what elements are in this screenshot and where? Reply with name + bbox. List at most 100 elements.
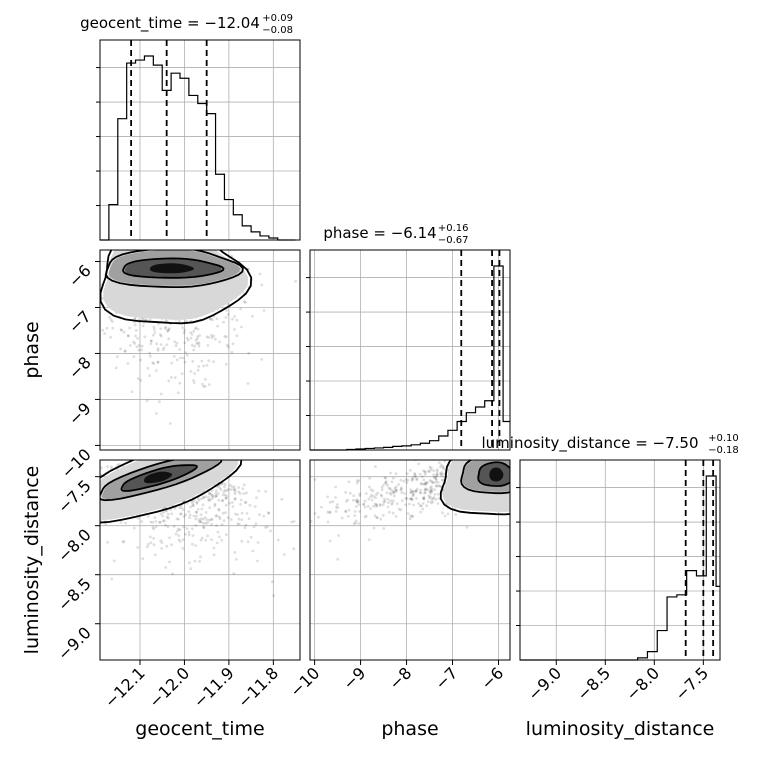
- sample-point: [185, 336, 189, 340]
- contour-line-1: [100, 460, 223, 502]
- sample-point: [424, 487, 428, 490]
- sample-point: [434, 475, 437, 479]
- sample-point: [440, 471, 444, 474]
- sample-point: [382, 500, 386, 504]
- sample-point: [205, 363, 209, 367]
- sample-point: [362, 503, 366, 506]
- sample-point: [136, 516, 140, 520]
- panel-frame: [309, 249, 511, 451]
- panel-frame: [309, 459, 511, 661]
- sample-point: [225, 343, 229, 347]
- sample-point: [216, 324, 220, 328]
- sample-point: [224, 566, 227, 569]
- sample-point: [117, 463, 121, 466]
- sample-point: [195, 500, 199, 504]
- sample-point: [97, 463, 100, 466]
- sample-point: [247, 351, 251, 355]
- sample-point: [302, 494, 305, 497]
- sample-point: [423, 470, 427, 474]
- sample-point: [192, 348, 196, 352]
- sample-point: [378, 503, 382, 506]
- sample-point: [175, 358, 179, 362]
- sample-point: [390, 489, 393, 492]
- sample-point: [224, 511, 227, 514]
- sample-point: [426, 500, 430, 504]
- sample-point: [362, 502, 366, 506]
- sample-point: [233, 490, 237, 493]
- sample-point: [375, 503, 379, 507]
- panels-layer: −12.1−12.0−11.9−11.8 −10 −9 −8 −7 −6 −9.0 −8.5−…: [54, 39, 721, 711]
- title-plus-geocent-time: +0.09: [262, 13, 293, 24]
- sample-point: [412, 503, 415, 507]
- sample-point: [357, 522, 361, 525]
- sample-point: [128, 326, 132, 330]
- sample-point: [366, 504, 370, 508]
- sample-point: [202, 495, 206, 499]
- sample-point: [410, 498, 414, 502]
- xtick-label-phase: −6: [477, 663, 507, 693]
- sample-point: [205, 518, 209, 522]
- sample-point: [432, 496, 436, 499]
- sample-point: [434, 484, 438, 488]
- sample-point: [313, 478, 317, 481]
- sample-point: [161, 348, 165, 351]
- sample-point: [93, 481, 96, 484]
- sample-point: [236, 513, 240, 516]
- sample-point: [368, 485, 371, 489]
- density-level-3: [144, 471, 173, 484]
- sample-point: [91, 505, 94, 508]
- sample-point: [154, 369, 158, 373]
- sample-point: [192, 499, 196, 502]
- sample-point: [427, 494, 431, 498]
- sample-point: [231, 317, 234, 321]
- sample-point: [174, 532, 178, 536]
- sample-point: [172, 525, 176, 528]
- sample-point: [109, 335, 112, 339]
- sample-point: [174, 344, 178, 348]
- sample-point: [237, 517, 241, 521]
- sample-point: [414, 489, 418, 493]
- sample-point: [240, 518, 244, 522]
- sample-point: [195, 514, 198, 518]
- sample-point: [394, 489, 397, 492]
- sample-point: [417, 502, 421, 505]
- sample-point: [429, 489, 433, 493]
- sample-point: [369, 495, 372, 499]
- sample-point: [215, 514, 219, 517]
- sample-point: [440, 478, 444, 482]
- sample-point: [334, 485, 338, 489]
- title-minus-luminosity-distance: −0.18: [708, 445, 739, 456]
- sample-point: [427, 469, 430, 473]
- sample-point: [429, 491, 432, 495]
- sample-point: [207, 498, 210, 502]
- xtick-label-luminosity-distance: −9.0: [524, 663, 565, 704]
- sample-point: [258, 513, 261, 517]
- grid: [520, 460, 720, 660]
- sample-point: [199, 497, 203, 501]
- sample-point: [220, 523, 224, 526]
- sample-point: [217, 507, 220, 511]
- sample-point: [184, 351, 188, 354]
- sample-point: [358, 510, 361, 513]
- sample-point: [146, 515, 150, 518]
- sample-point: [430, 487, 434, 491]
- sample-point: [436, 492, 440, 496]
- ytick-label-phase: −10: [58, 445, 95, 482]
- sample-point: [197, 344, 201, 348]
- sample-point: [119, 347, 122, 351]
- sample-point: [237, 522, 241, 526]
- sample-point: [214, 491, 218, 495]
- sample-point: [414, 474, 417, 478]
- sample-point: [421, 507, 425, 511]
- joint-panel-phase-vs-luminosity-distance: [224, 459, 511, 661]
- sample-point: [434, 498, 438, 501]
- sample-point: [380, 494, 384, 498]
- sample-point: [420, 475, 424, 478]
- sample-point: [372, 526, 376, 530]
- sample-point: [415, 487, 419, 491]
- sample-point: [64, 481, 67, 484]
- sample-point: [413, 475, 417, 478]
- sample-point: [422, 482, 426, 486]
- sample-point: [200, 359, 204, 363]
- sample-point: [148, 351, 152, 355]
